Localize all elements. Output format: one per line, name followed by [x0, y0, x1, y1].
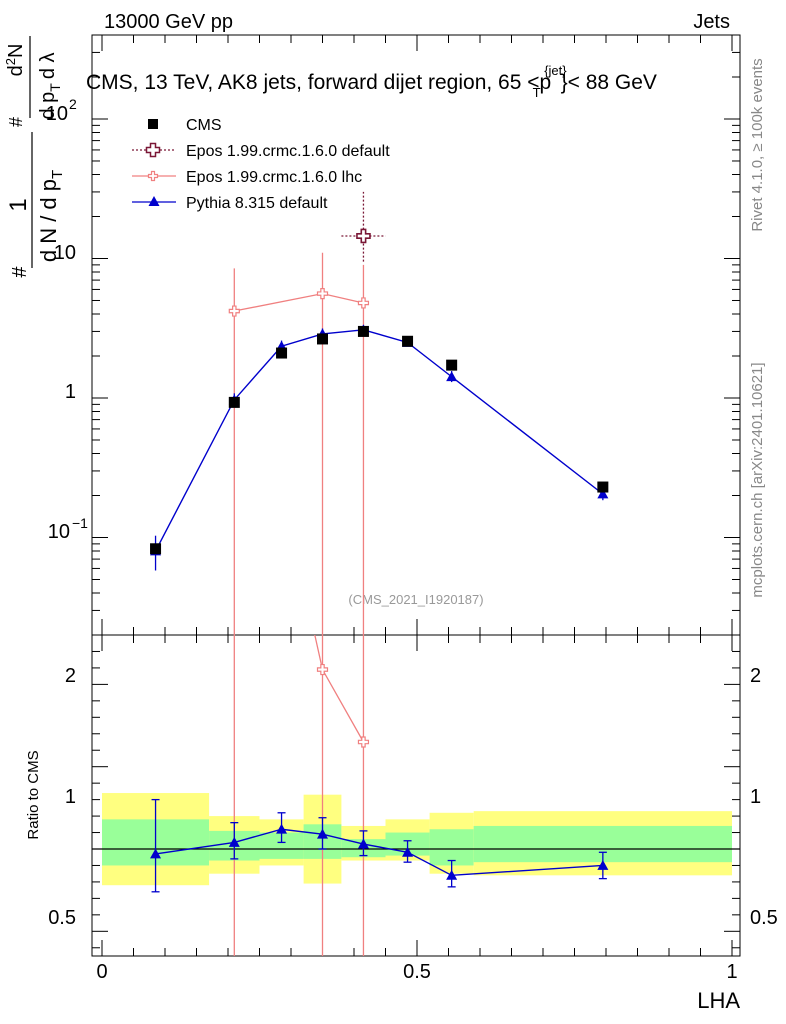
- main-y-axis-ticks: [92, 34, 740, 636]
- legend-entry-epos-lhc: Epos 1.99.crmc.1.6.0 lhc: [132, 169, 362, 186]
- ratio-plot-frame: [91, 634, 741, 957]
- cms-data-point: [357, 325, 369, 337]
- legend-marker-pythia: [148, 196, 160, 206]
- pythia-ratio-point: [446, 869, 458, 880]
- legend-label-epos-lhc: Epos 1.99.crmc.1.6.0 lhc: [186, 169, 362, 186]
- y-label-dN-dpT: d N / d pT: [36, 170, 66, 262]
- legend-entry-pythia: Pythia 8.315 default: [132, 195, 328, 212]
- ratio-y-tick-label-right-2: 2: [750, 665, 761, 687]
- main-y-axis-label: # 1 d N / d pT # d2N d pTd λ: [3, 36, 66, 278]
- x-tick-label-0.5: 0.5: [403, 961, 431, 983]
- epos-default-point: [356, 228, 371, 244]
- ratio-y-tick-label-left-2: 2: [65, 665, 76, 687]
- legend-label-cms: CMS: [186, 117, 222, 134]
- pythia-ratio-point: [357, 838, 369, 849]
- ratio-y-axis-label: Ratio to CMS: [25, 750, 42, 839]
- cms-data-point: [228, 396, 240, 408]
- ratio-y-tick-label-left-1: 1: [65, 786, 76, 808]
- cms-data-point: [150, 543, 162, 555]
- main-y-tick-labels: 10 −1 1 10 10 2: [46, 96, 88, 543]
- y-label-d2N: d2N: [3, 44, 27, 77]
- x-tick-labels: 0 0.5 1: [96, 961, 737, 983]
- legend-marker-cms: [148, 119, 158, 129]
- pythia-point: [597, 488, 609, 499]
- main-y-tick-label-10: 10: [54, 242, 76, 264]
- epos-lhc-line: [234, 292, 364, 312]
- main-y-tick-label-0.1-exp: −1: [72, 515, 88, 531]
- ratio-y-tick-labels: 2 1 0.5 2 1 0.5: [48, 665, 778, 929]
- main-y-tick-label-100-exp: 2: [69, 96, 77, 112]
- epos-lhc-ratio-line: [314, 635, 365, 743]
- epos-lhc-point: [228, 305, 240, 317]
- rivet-version-label: Rivet 4.1.0, ≥ 100k events: [749, 58, 766, 231]
- mcplots-label: mcplots.cern.ch [arXiv:2401.10621]: [749, 362, 766, 597]
- cms-data-point: [317, 333, 328, 345]
- cms-data-point: [446, 359, 458, 371]
- pythia-ratio-point: [402, 846, 414, 857]
- main-plot-data: [150, 191, 609, 635]
- header-jets: Jets: [693, 11, 730, 33]
- pythia-line: [154, 329, 604, 552]
- cms-data-point: [597, 481, 609, 493]
- epos-lhc-ratio-point: [316, 663, 329, 676]
- epos-lhc-ratio-point: [357, 736, 370, 748]
- x-tick-label-1: 1: [726, 961, 737, 983]
- legend-entry-epos-default: Epos 1.99.crmc.1.6.0 default: [132, 142, 390, 160]
- pythia-ratio-point: [228, 836, 240, 847]
- cms-band-green: [429, 829, 474, 866]
- ratio-plot-data: [150, 635, 609, 956]
- y-label-one: 1: [5, 198, 32, 211]
- x-axis-label: LHA: [697, 988, 740, 1013]
- legend-entry-cms: CMS: [148, 117, 222, 134]
- cms-data-point: [402, 335, 414, 347]
- pythia-ratio-point: [150, 848, 162, 859]
- legend: CMS Epos 1.99.crmc.1.6.0 default Epos 1.…: [132, 117, 390, 212]
- legend-marker-epos-lhc: [147, 170, 159, 182]
- pythia-ratio-line: [155, 828, 603, 877]
- epos-lhc-point: [357, 297, 370, 309]
- ratio-y-tick-label-right-1: 1: [750, 786, 761, 808]
- main-y-tick-label-1: 1: [65, 381, 76, 403]
- pythia-ratio-point: [597, 859, 609, 870]
- cms-uncertainty-bands: [92, 793, 740, 886]
- y-label-dpT-dlambda: d pTd λ: [37, 52, 63, 119]
- main-y-tick-label-100: 10: [46, 103, 68, 125]
- pythia-ratio-point: [317, 828, 328, 839]
- header-energy: 13000 GeV pp: [104, 11, 233, 33]
- pythia-ratio-point: [276, 823, 288, 834]
- cms-data-point: [276, 347, 288, 359]
- y-label-hash-2: #: [6, 117, 26, 127]
- epos-lhc-point: [316, 288, 329, 300]
- ratio-y-tick-label-right-0.5: 0.5: [750, 907, 778, 929]
- legend-label-pythia: Pythia 8.315 default: [186, 195, 328, 212]
- ratio-y-tick-label-left-0.5: 0.5: [48, 907, 76, 929]
- ratio-y-axis-ticks: [92, 634, 740, 949]
- plot-title: CMS, 13 TeV, AK8 jets, forward dijet reg…: [86, 63, 657, 100]
- y-label-hash-1: #: [9, 266, 31, 278]
- x-tick-label-0: 0: [96, 961, 107, 983]
- pythia-point: [446, 371, 458, 382]
- legend-label-epos-default: Epos 1.99.crmc.1.6.0 default: [186, 143, 390, 160]
- main-y-tick-label-0.1: 10: [48, 521, 70, 543]
- legend-marker-epos-default: [145, 142, 161, 158]
- analysis-watermark: (CMS_2021_I1920187): [348, 592, 483, 607]
